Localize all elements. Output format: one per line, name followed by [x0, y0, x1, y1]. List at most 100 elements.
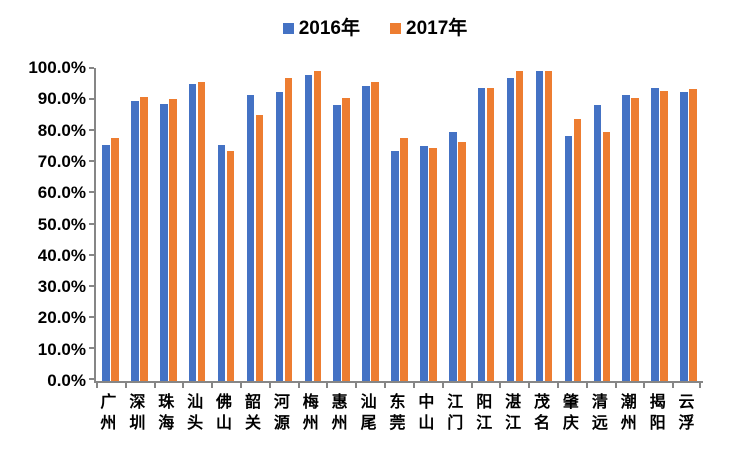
bar [449, 132, 457, 381]
x-axis-tick [153, 383, 156, 388]
legend-series-label: 2017年 [406, 18, 468, 39]
x-axis-category-label: 广 州 [100, 394, 117, 432]
x-axis-category-label: 湛 江 [505, 394, 522, 432]
y-axis-tick-label: 90.0% [37, 89, 86, 109]
bar [651, 88, 659, 381]
bar [102, 144, 110, 381]
x-axis-category-label: 佛 山 [216, 394, 233, 432]
x-axis-tick [355, 383, 358, 388]
bar [188, 84, 197, 381]
y-axis-tick-label: 30.0% [37, 277, 86, 297]
bar [169, 98, 177, 381]
y-axis-tick [89, 160, 94, 163]
y-axis-tick [89, 222, 94, 225]
x-axis-tick [240, 383, 243, 388]
legend-item: 2017年 [390, 19, 467, 38]
x-axis-tick [643, 383, 646, 388]
legend-item: 2016年 [282, 18, 360, 39]
bar [371, 81, 379, 381]
x-axis-category-label: 中 山 [418, 394, 435, 432]
x-axis-category-label: 汕 头 [187, 394, 204, 432]
x-axis-category-label: 惠 州 [331, 394, 348, 432]
bar [506, 78, 515, 381]
x-axis-tick [124, 383, 127, 388]
bar [631, 98, 639, 381]
bar [333, 104, 341, 381]
x-axis-category-label: 梅 州 [302, 394, 319, 432]
bar [362, 85, 370, 381]
x-axis-category-label: 阳 江 [476, 394, 493, 432]
y-axis-tick-label: 0.0% [47, 371, 86, 390]
bar [400, 137, 408, 381]
bar [429, 148, 437, 381]
x-axis-tick [499, 383, 502, 388]
x-axis-tick [326, 383, 329, 388]
x-axis-tick [211, 383, 214, 388]
bar [111, 137, 119, 381]
x-axis-tick [470, 383, 473, 388]
bar [689, 88, 697, 381]
bar [160, 104, 168, 381]
x-axis-category-label: 云 浮 [678, 394, 695, 432]
x-axis-tick [528, 383, 531, 388]
y-axis-tick-label: 60.0% [37, 183, 86, 203]
bar [477, 88, 486, 381]
bar [486, 88, 495, 381]
y-axis-tick [89, 315, 94, 318]
x-axis-labels: 广 州深 圳珠 海汕 头佛 山韶 关河 源梅 州惠 州汕 尾东 莞中 山江 门阳… [94, 392, 703, 442]
bar [275, 91, 284, 381]
y-axis-tick [89, 346, 94, 349]
bar [226, 151, 235, 381]
x-axis-tick [412, 383, 415, 388]
y-axis-tick-label: 80.0% [37, 120, 86, 140]
x-axis-tick [672, 383, 675, 388]
bar [660, 90, 668, 381]
bar [622, 94, 630, 381]
bar [535, 70, 544, 381]
x-axis-tick [441, 383, 444, 388]
y-axis-tick [89, 284, 94, 287]
x-axis-category-label: 深 圳 [129, 394, 146, 432]
y-axis-tick-label: 40.0% [37, 245, 86, 265]
bar [246, 94, 255, 381]
legend-swatch-icon [282, 23, 294, 34]
x-axis-category-label: 江 门 [447, 394, 464, 432]
x-axis-category-label: 肇 庆 [562, 394, 579, 432]
bar [564, 135, 573, 381]
x-axis-category-label: 茂 名 [534, 394, 551, 432]
x-axis-tick [96, 383, 98, 388]
bar [544, 70, 553, 381]
y-axis-tick [89, 191, 94, 194]
x-axis-tick [384, 383, 387, 388]
bar [131, 101, 139, 381]
x-axis-category-label: 潮 州 [620, 394, 637, 432]
bar [197, 81, 206, 381]
y-axis-tick [89, 98, 94, 101]
x-axis-tick [614, 383, 617, 388]
x-axis-tick [556, 383, 559, 388]
y-axis-tick-label: 50.0% [37, 214, 86, 234]
bar [420, 145, 428, 381]
legend-series-label: 2016年 [298, 18, 360, 39]
y-axis-tick [89, 253, 94, 256]
y-axis-tick-label: 10.0% [37, 339, 86, 359]
chart-legend: 2016年 2017年 [0, 19, 750, 38]
x-axis-tick [585, 383, 588, 388]
bar [573, 118, 582, 381]
bar [140, 97, 148, 381]
y-axis-tick-label: 20.0% [37, 308, 86, 328]
y-axis-labels: 100.0% 90.0% 80.0% 70.0% 60.0% 50.0% 40.0% 30.0… [0, 58, 86, 390]
x-axis-tick [699, 383, 701, 388]
x-axis-tick [182, 383, 185, 388]
bar [304, 74, 313, 381]
bar [313, 70, 322, 381]
x-axis-category-label: 汕 尾 [360, 394, 377, 432]
x-axis-category-label: 珠 海 [158, 394, 175, 432]
bar [284, 77, 293, 381]
bar [391, 151, 399, 381]
x-axis-category-label: 揭 阳 [649, 394, 666, 432]
x-axis-tick [268, 383, 271, 388]
x-axis-category-label: 清 远 [591, 394, 608, 432]
x-axis-category-label: 韶 关 [244, 394, 261, 432]
